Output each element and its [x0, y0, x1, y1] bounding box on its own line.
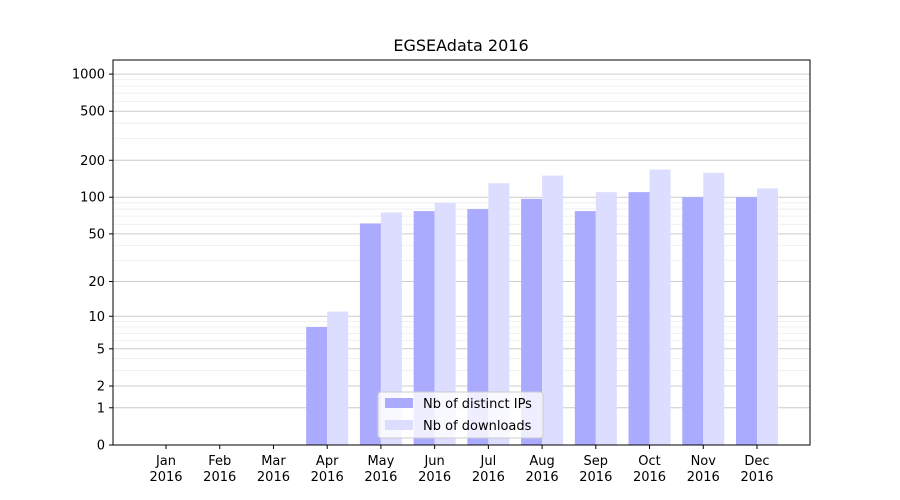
bar: [327, 311, 349, 445]
y-tick-label: 1: [97, 401, 105, 416]
y-tick-label: 1000: [72, 68, 105, 83]
x-tick-label: Apr 2016: [311, 454, 344, 485]
x-tick-label: Dec 2016: [740, 454, 773, 485]
plot-frame: [112, 59, 811, 446]
bar: [703, 172, 725, 445]
x-tick-label: Sep 2016: [579, 454, 612, 485]
y-tick-label: 100: [80, 191, 105, 206]
y-tick-label: 20: [88, 275, 105, 290]
bar: [488, 183, 510, 445]
legend-label: Nb of downloads: [423, 419, 532, 434]
y-tick-label: 2: [97, 380, 105, 395]
x-tick-label: Jun 2016: [418, 454, 451, 485]
bar: [542, 175, 564, 446]
x-tick-label: Mar 2016: [257, 454, 290, 485]
x-tick-label: Jan 2016: [149, 454, 182, 485]
y-tick-label: 5: [97, 342, 105, 357]
bar: [467, 209, 489, 445]
bar: [434, 202, 456, 445]
legend-swatch: [385, 420, 413, 430]
bar: [682, 197, 704, 445]
legend-label: Nb of distinct IPs: [423, 397, 532, 412]
bar: [736, 197, 757, 445]
x-tick-label: Aug 2016: [526, 454, 559, 485]
legend-box: [377, 391, 544, 439]
x-tick-label: Oct 2016: [633, 454, 666, 485]
bar: [306, 327, 328, 445]
bars: [306, 169, 778, 446]
legend: Nb of distinct IPs Nb of downloads: [377, 391, 544, 439]
x-axis: Jan 2016 Feb 2016 Mar 2016 Apr 2016 May 2016 Jun 20…: [149, 445, 774, 485]
chart-title: EGSEAdata 2016: [393, 36, 528, 55]
bar: [521, 198, 543, 445]
y-tick-label: 500: [80, 105, 105, 120]
bar: [595, 192, 617, 445]
bar: [359, 223, 381, 445]
y-tick-label: 0: [97, 439, 105, 454]
x-tick-label: Jul 2016: [472, 454, 505, 485]
x-tick-label: Nov 2016: [687, 454, 720, 485]
y-tick-label: 50: [88, 227, 105, 242]
bar: [413, 211, 435, 445]
bar: [380, 212, 402, 445]
bar: [649, 169, 671, 445]
x-tick-label: Feb 2016: [203, 454, 236, 485]
y-axis: 0 1 2 5 10 20 50 100 200 500 1000: [72, 68, 113, 454]
bar: [628, 192, 650, 445]
legend-swatch: [385, 398, 413, 408]
x-tick-label: May 2016: [364, 454, 397, 485]
bar: [757, 188, 778, 445]
y-tick-label: 10: [88, 310, 105, 325]
y-tick-label: 200: [80, 154, 105, 169]
bar: [574, 211, 596, 445]
